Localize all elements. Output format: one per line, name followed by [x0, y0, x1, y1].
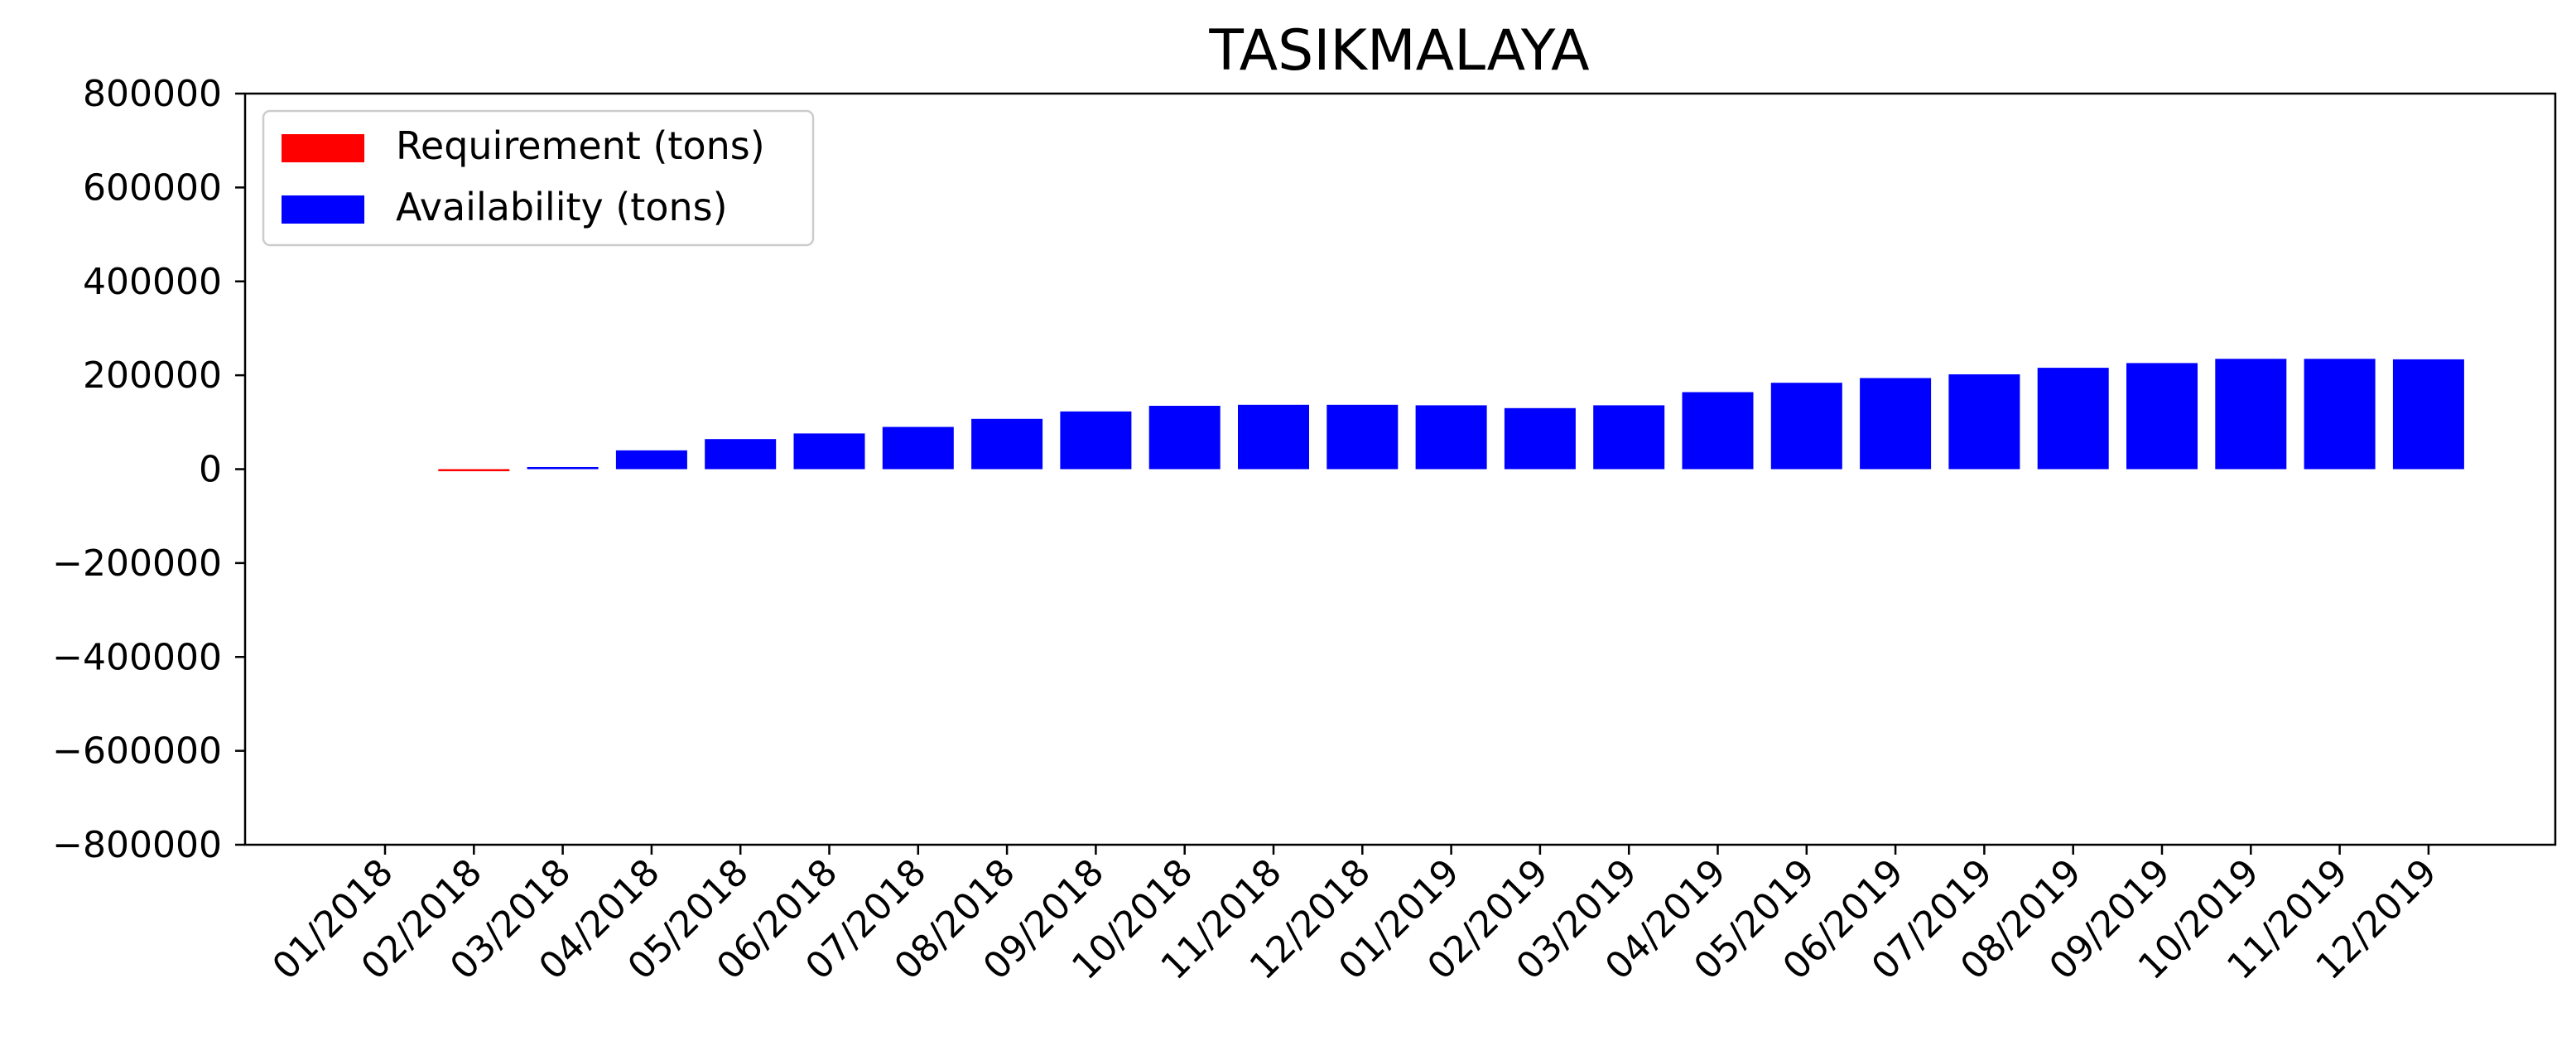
chart-title: TASIKMALAYA: [1208, 18, 1589, 84]
y-tick-label: 600000: [83, 166, 222, 209]
bar-availability-09-2018: [1060, 411, 1132, 470]
legend-box: [262, 109, 815, 247]
y-tick-label: 800000: [83, 73, 222, 115]
y-tick-label: −200000: [52, 542, 222, 585]
bar-requirement-02-2018: [438, 469, 510, 471]
bar-availability-08-2018: [971, 418, 1043, 470]
bar-availability-12-2019: [2392, 359, 2464, 470]
bar-availability-11-2018: [1238, 404, 1309, 470]
y-tick-label: 400000: [83, 261, 222, 303]
y-tick-label: −400000: [52, 636, 222, 678]
bar-availability-04-2019: [1682, 392, 1754, 470]
bar-availability-07-2018: [882, 427, 954, 470]
bar-availability-09-2019: [2126, 363, 2198, 470]
y-tick-label: 200000: [83, 354, 222, 397]
bar-availability-07-2019: [1948, 374, 2020, 470]
bar-availability-03-2019: [1593, 405, 1665, 470]
bar-availability-11-2019: [2304, 359, 2376, 470]
bar-availability-08-2019: [2037, 368, 2109, 470]
bar-availability-05-2019: [1770, 383, 1842, 470]
bar-availability-12-2018: [1327, 404, 1399, 470]
bar-availability-10-2019: [2215, 359, 2287, 470]
bars-layer: [438, 359, 2464, 471]
x-axis: 01/201802/201803/201804/201805/201806/20…: [264, 845, 2445, 988]
y-tick-label: −800000: [52, 824, 222, 866]
bar-availability-06-2018: [793, 433, 865, 470]
legend-swatch-availability: [282, 195, 364, 224]
y-tick-label: −600000: [52, 730, 222, 773]
bar-availability-03-2018: [527, 467, 599, 470]
legend-swatch-requirement: [282, 134, 364, 162]
y-axis: −800000 −600000 −400000 −200000 0 200000 40000…: [52, 73, 245, 866]
y-tick-label: 0: [199, 449, 222, 491]
bar-availability-02-2019: [1504, 407, 1576, 470]
legend-label-requirement: Requirement (tons): [396, 123, 765, 168]
legend-label-availability: Availability (tons): [396, 185, 728, 229]
legend: Requirement (tons) Availability (tons): [262, 109, 815, 247]
bar-availability-04-2018: [615, 450, 687, 470]
bar-availability-06-2019: [1860, 378, 1932, 470]
bar-availability-05-2018: [705, 439, 777, 470]
bar-availability-10-2018: [1148, 406, 1221, 470]
bar-availability-01-2019: [1415, 405, 1487, 470]
